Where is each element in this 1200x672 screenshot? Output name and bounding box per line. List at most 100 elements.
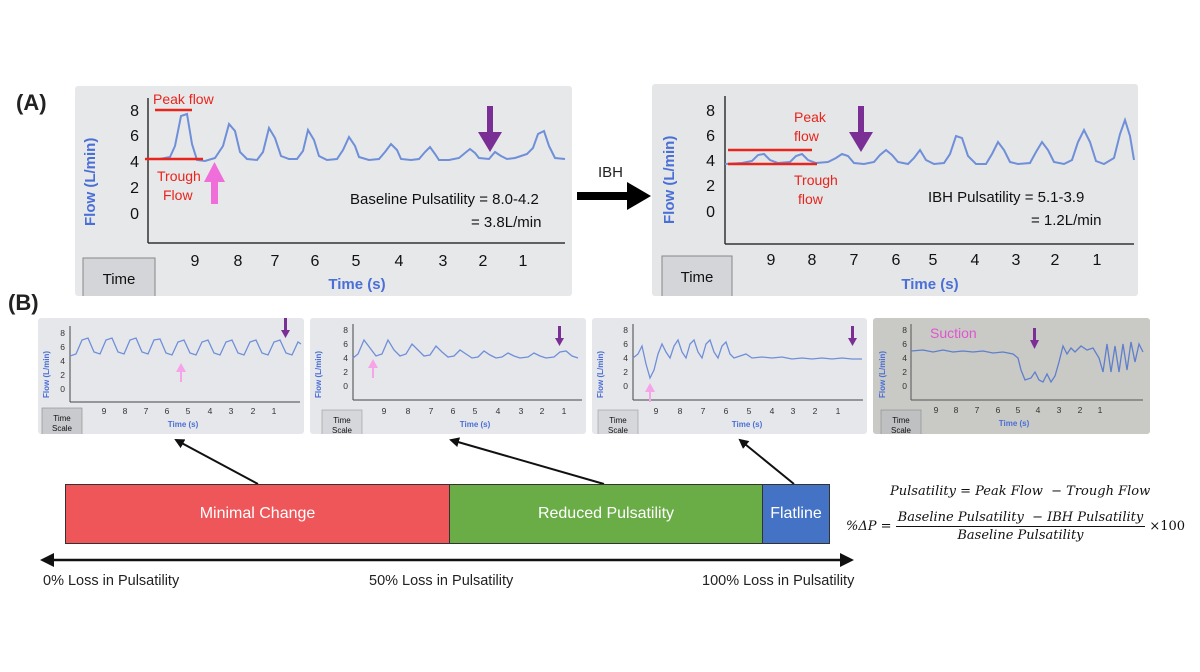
arrow-to-reduced-monitor <box>449 437 605 485</box>
pink-arrow <box>645 383 655 402</box>
x-tick: 8 <box>808 252 817 269</box>
trough-label: Trough <box>794 172 838 188</box>
scale-right-arrowhead <box>840 553 854 567</box>
x-tick: 7 <box>701 406 706 416</box>
x-tick: 1 <box>1098 405 1103 415</box>
y-tick: 0 <box>343 381 348 391</box>
time-scale-button <box>321 409 363 434</box>
x-tick: 3 <box>791 406 796 416</box>
x-tick: 6 <box>892 252 901 269</box>
time-scale-button-partial-label: Scale <box>891 426 912 434</box>
flow-trace <box>632 338 862 380</box>
x-tick: 7 <box>850 252 859 269</box>
x-axis-label: Time (s) <box>901 276 958 293</box>
minimal-change-label: Minimal Change <box>199 505 316 522</box>
time-scale-button-partial-label: Scale <box>608 426 629 434</box>
x-tick: 8 <box>406 406 411 416</box>
y-tick: 8 <box>130 103 139 120</box>
x-tick: 1 <box>519 253 528 270</box>
x-tick: 4 <box>395 253 404 270</box>
purple-arrow <box>849 106 873 152</box>
x-tick: 8 <box>234 253 243 270</box>
y-tick: 8 <box>706 103 715 120</box>
x-tick: 8 <box>954 405 959 415</box>
time-scale-button-partial-label: Scale <box>52 424 73 433</box>
flow-trace <box>147 112 566 163</box>
scale-label-100: 100% Loss in Pulsatility <box>702 573 855 589</box>
x-tick: 1 <box>836 406 841 416</box>
y-tick: 4 <box>130 154 139 171</box>
time-scale-button-label: Time <box>609 416 627 425</box>
x-tick: 4 <box>496 406 501 416</box>
y-tick: 2 <box>60 370 65 380</box>
y-tick: 0 <box>130 206 139 223</box>
flow-trace <box>724 116 1135 166</box>
x-tick: 1 <box>272 406 277 416</box>
y-tick: 2 <box>623 367 628 377</box>
x-tick: 9 <box>382 406 387 416</box>
x-tick: 2 <box>1051 252 1060 269</box>
x-tick: 1 <box>1093 252 1102 269</box>
ibh-label: IBH <box>598 164 624 181</box>
x-axis-label: Time (s) <box>732 420 763 429</box>
purple-arrow <box>1030 328 1039 349</box>
y-tick: 2 <box>130 180 139 197</box>
flow-trace <box>352 338 579 359</box>
flow-trace <box>69 337 302 357</box>
ibh-arrow <box>577 182 651 210</box>
panel-a-label: (A) <box>16 90 47 115</box>
x-axis-label: Time (s) <box>460 420 491 429</box>
time-scale-button <box>880 409 922 434</box>
suction-label: Suction <box>930 325 977 341</box>
panel-b-label: (B) <box>8 290 39 315</box>
y-tick: 8 <box>902 325 907 335</box>
y-tick: 2 <box>706 178 715 195</box>
scale-label-50: 50% Loss in Pulsatility <box>369 573 514 589</box>
minimal-change-monitor: Flow (L/min) 8 6 4 2 0 9 8 7 6 5 4 3 2 <box>38 318 304 434</box>
x-tick: 5 <box>473 406 478 416</box>
baseline-pulsatility-line2: = 3.8L/min <box>471 214 541 231</box>
y-tick: 4 <box>343 353 348 363</box>
time-scale-button-label: Time <box>53 414 71 423</box>
trough-label: Flow <box>163 187 193 203</box>
baseline-monitor-photo: Flow (L/min) 8 6 4 2 0 Peak flow Trough … <box>75 86 572 296</box>
suction-monitor: Flow (L/min) 8 6 4 2 0 Suction 9 8 7 6 5… <box>873 318 1150 434</box>
x-tick: 5 <box>186 406 191 416</box>
arrow-to-minimal-monitor <box>174 439 259 485</box>
y-tick: 4 <box>623 353 628 363</box>
formula-fraction: Baseline Pulsatility − IBH Pulsatility B… <box>895 510 1146 543</box>
flatline-segment: Flatline <box>763 485 829 543</box>
y-axis-label: Flow (L/min) <box>596 351 605 398</box>
x-axis-label: Time (s) <box>328 276 385 293</box>
ibh-pulsatility-line2: = 1.2L/min <box>1031 212 1101 229</box>
x-tick: 9 <box>654 406 659 416</box>
x-tick: 2 <box>540 406 545 416</box>
time-scale-button-label: Time <box>681 269 714 286</box>
x-tick: 9 <box>102 406 107 416</box>
x-axis-label: Time (s) <box>168 420 199 429</box>
flatline-monitor: Flow (L/min) 8 6 4 2 0 9 8 7 6 5 4 3 2 <box>592 318 867 434</box>
x-tick: 4 <box>208 406 213 416</box>
y-tick: 0 <box>706 204 715 221</box>
x-tick: 9 <box>191 253 200 270</box>
baseline-pulsatility-line1: Baseline Pulsatility = 8.0-4.2 <box>350 191 539 208</box>
reduced-pulsatility-segment: Reduced Pulsatility <box>450 485 763 543</box>
purple-arrow <box>555 326 564 346</box>
pink-arrow <box>204 162 225 204</box>
x-tick: 6 <box>996 405 1001 415</box>
y-axis-label: Flow (L/min) <box>878 351 887 398</box>
y-tick: 4 <box>706 153 715 170</box>
purple-arrow <box>281 318 290 338</box>
x-tick: 2 <box>251 406 256 416</box>
y-tick: 6 <box>130 128 139 145</box>
x-tick: 9 <box>934 405 939 415</box>
ibh-monitor-photo: Flow (L/min) 8 6 4 2 0 Peak flow Trough … <box>652 84 1138 296</box>
ibh-pulsatility-line1: IBH Pulsatility = 5.1-3.9 <box>928 189 1084 206</box>
purple-arrow <box>478 106 502 152</box>
x-tick: 6 <box>451 406 456 416</box>
trough-label: Trough <box>157 168 201 184</box>
y-tick: 8 <box>343 325 348 335</box>
y-axis-label: Flow (L/min) <box>314 351 323 398</box>
x-tick: 3 <box>1057 405 1062 415</box>
x-tick: 3 <box>229 406 234 416</box>
